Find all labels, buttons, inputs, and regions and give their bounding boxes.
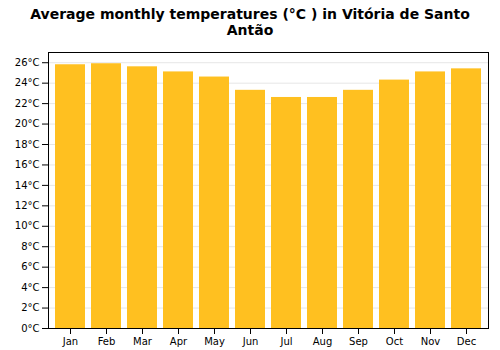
- svg-text:Jan: Jan: [62, 336, 78, 347]
- svg-text:Apr: Apr: [170, 336, 188, 347]
- svg-text:24°C: 24°C: [15, 77, 40, 88]
- svg-text:Nov: Nov: [421, 336, 441, 347]
- svg-text:8°C: 8°C: [21, 241, 39, 252]
- svg-text:10°C: 10°C: [15, 220, 40, 231]
- svg-text:6°C: 6°C: [21, 261, 39, 272]
- svg-text:Feb: Feb: [98, 336, 116, 347]
- svg-text:16°C: 16°C: [15, 159, 40, 170]
- svg-text:Oct: Oct: [386, 336, 403, 347]
- svg-text:18°C: 18°C: [15, 139, 40, 150]
- svg-text:2°C: 2°C: [21, 302, 39, 313]
- svg-text:26°C: 26°C: [15, 57, 40, 68]
- svg-text:22°C: 22°C: [15, 98, 40, 109]
- svg-text:12°C: 12°C: [15, 200, 40, 211]
- svg-text:Jun: Jun: [242, 336, 259, 347]
- svg-text:Mar: Mar: [133, 336, 153, 347]
- svg-text:Dec: Dec: [457, 336, 476, 347]
- html-text:Average monthly temperatures (: Average monthly temperatures (°C ) in Vi…: [30, 6, 470, 38]
- svg-text:20°C: 20°C: [15, 118, 40, 129]
- svg-text:May: May: [204, 336, 225, 347]
- svg-text:Jul: Jul: [279, 336, 292, 347]
- svg-text:Sep: Sep: [349, 336, 368, 347]
- svg-text:4°C: 4°C: [21, 282, 39, 293]
- svg-text:14°C: 14°C: [15, 180, 40, 191]
- svg-text:0°C: 0°C: [21, 323, 39, 334]
- svg-text:Aug: Aug: [313, 336, 333, 347]
